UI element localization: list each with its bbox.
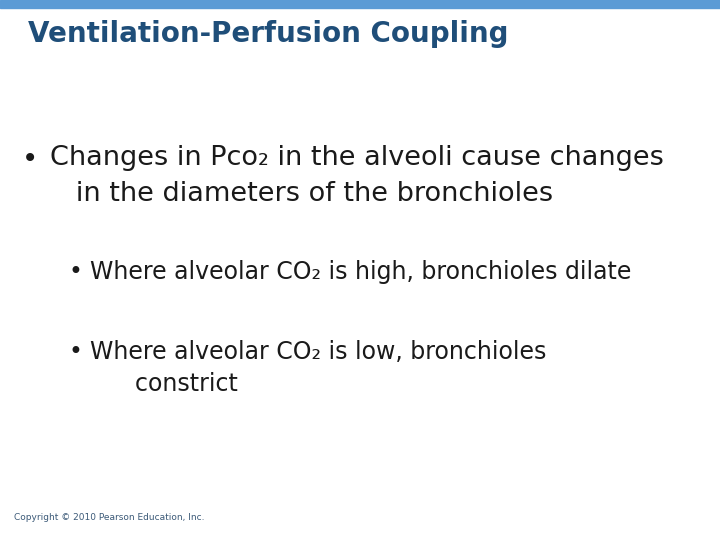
Text: •: • bbox=[22, 145, 38, 173]
Text: constrict: constrict bbox=[90, 372, 238, 396]
Text: Changes in Pco₂ in the alveoli cause changes: Changes in Pco₂ in the alveoli cause cha… bbox=[50, 145, 664, 171]
Text: Where alveolar CO₂ is high, bronchioles dilate: Where alveolar CO₂ is high, bronchioles … bbox=[90, 260, 631, 284]
Text: Copyright © 2010 Pearson Education, Inc.: Copyright © 2010 Pearson Education, Inc. bbox=[14, 513, 204, 522]
Text: •: • bbox=[68, 340, 82, 364]
Text: Ventilation-Perfusion Coupling: Ventilation-Perfusion Coupling bbox=[28, 20, 508, 48]
Text: Where alveolar CO₂ is low, bronchioles: Where alveolar CO₂ is low, bronchioles bbox=[90, 340, 546, 364]
Text: in the diameters of the bronchioles: in the diameters of the bronchioles bbox=[50, 181, 553, 207]
Text: •: • bbox=[68, 260, 82, 284]
Bar bbox=[0, 0, 720, 8]
